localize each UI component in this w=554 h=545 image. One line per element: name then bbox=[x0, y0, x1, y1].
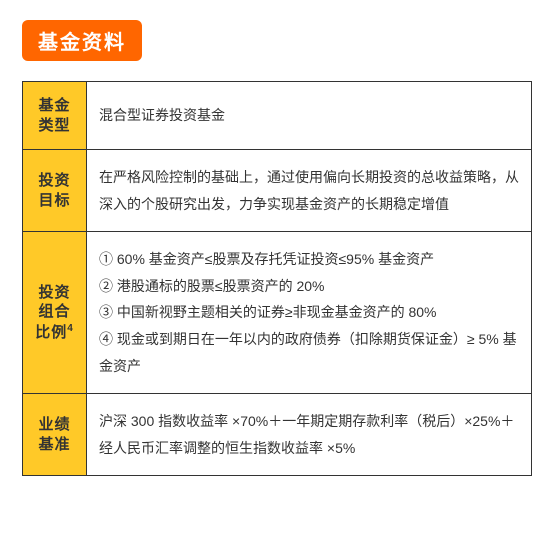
list-item: ③ 中国新视野主题相关的证券≥非现金基金资产的 80% bbox=[99, 299, 519, 326]
value-benchmark: 沪深 300 指数收益率 ×70%＋一年期定期存款利率（税后）×25%＋ 经人民… bbox=[87, 394, 532, 476]
value-objective: 在严格风险控制的基础上，通过使用偏向长期投资的总收益策略，从深入的个股研究出发，… bbox=[87, 150, 532, 232]
value-portfolio: ① 60% 基金资产≤股票及存托凭证投资≤95% 基金资产 ② 港股通标的股票≤… bbox=[87, 232, 532, 394]
label-benchmark: 业绩基准 bbox=[23, 394, 87, 476]
list-item: ④ 现金或到期日在一年以内的政府债券（扣除期货保证金）≥ 5% 基金资产 bbox=[99, 326, 519, 379]
label-portfolio: 投资组合比例4 bbox=[23, 232, 87, 394]
section-badge: 基金资料 bbox=[22, 20, 142, 61]
list-item: ② 港股通标的股票≤股票资产的 20% bbox=[99, 273, 519, 300]
table-row: 投资组合比例4 ① 60% 基金资产≤股票及存托凭证投资≤95% 基金资产 ② … bbox=[23, 232, 532, 394]
label-fund-type: 基金类型 bbox=[23, 82, 87, 150]
list-item: ① 60% 基金资产≤股票及存托凭证投资≤95% 基金资产 bbox=[99, 246, 519, 273]
fund-info-table: 基金类型 混合型证券投资基金 投资目标 在严格风险控制的基础上，通过使用偏向长期… bbox=[22, 81, 532, 476]
label-portfolio-text: 投资组合比例 bbox=[35, 284, 70, 341]
table-row: 基金类型 混合型证券投资基金 bbox=[23, 82, 532, 150]
table-row: 投资目标 在严格风险控制的基础上，通过使用偏向长期投资的总收益策略，从深入的个股… bbox=[23, 150, 532, 232]
label-portfolio-sup: 4 bbox=[67, 323, 74, 334]
table-row: 业绩基准 沪深 300 指数收益率 ×70%＋一年期定期存款利率（税后）×25%… bbox=[23, 394, 532, 476]
value-fund-type: 混合型证券投资基金 bbox=[87, 82, 532, 150]
label-objective: 投资目标 bbox=[23, 150, 87, 232]
